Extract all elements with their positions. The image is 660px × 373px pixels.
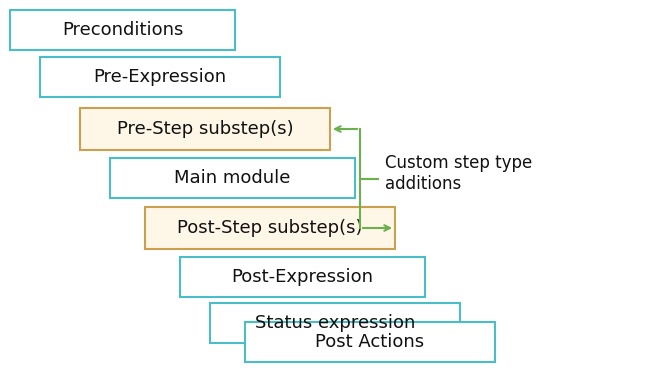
- Text: Pre-Expression: Pre-Expression: [94, 68, 226, 86]
- Bar: [10, 10, 235, 50]
- Text: Post Actions: Post Actions: [315, 333, 424, 351]
- Text: Main module: Main module: [174, 169, 290, 187]
- Bar: [210, 303, 460, 343]
- Bar: [110, 158, 355, 198]
- Text: Post-Expression: Post-Expression: [232, 268, 374, 286]
- Bar: [180, 257, 425, 297]
- Text: Status expression: Status expression: [255, 314, 415, 332]
- Bar: [40, 57, 280, 97]
- Bar: [145, 207, 395, 249]
- Text: Pre-Step substep(s): Pre-Step substep(s): [117, 120, 293, 138]
- Bar: [245, 322, 495, 362]
- Bar: [80, 108, 330, 150]
- Text: Custom step type
additions: Custom step type additions: [385, 154, 532, 193]
- Text: Preconditions: Preconditions: [62, 21, 183, 39]
- Text: Post-Step substep(s): Post-Step substep(s): [178, 219, 363, 237]
